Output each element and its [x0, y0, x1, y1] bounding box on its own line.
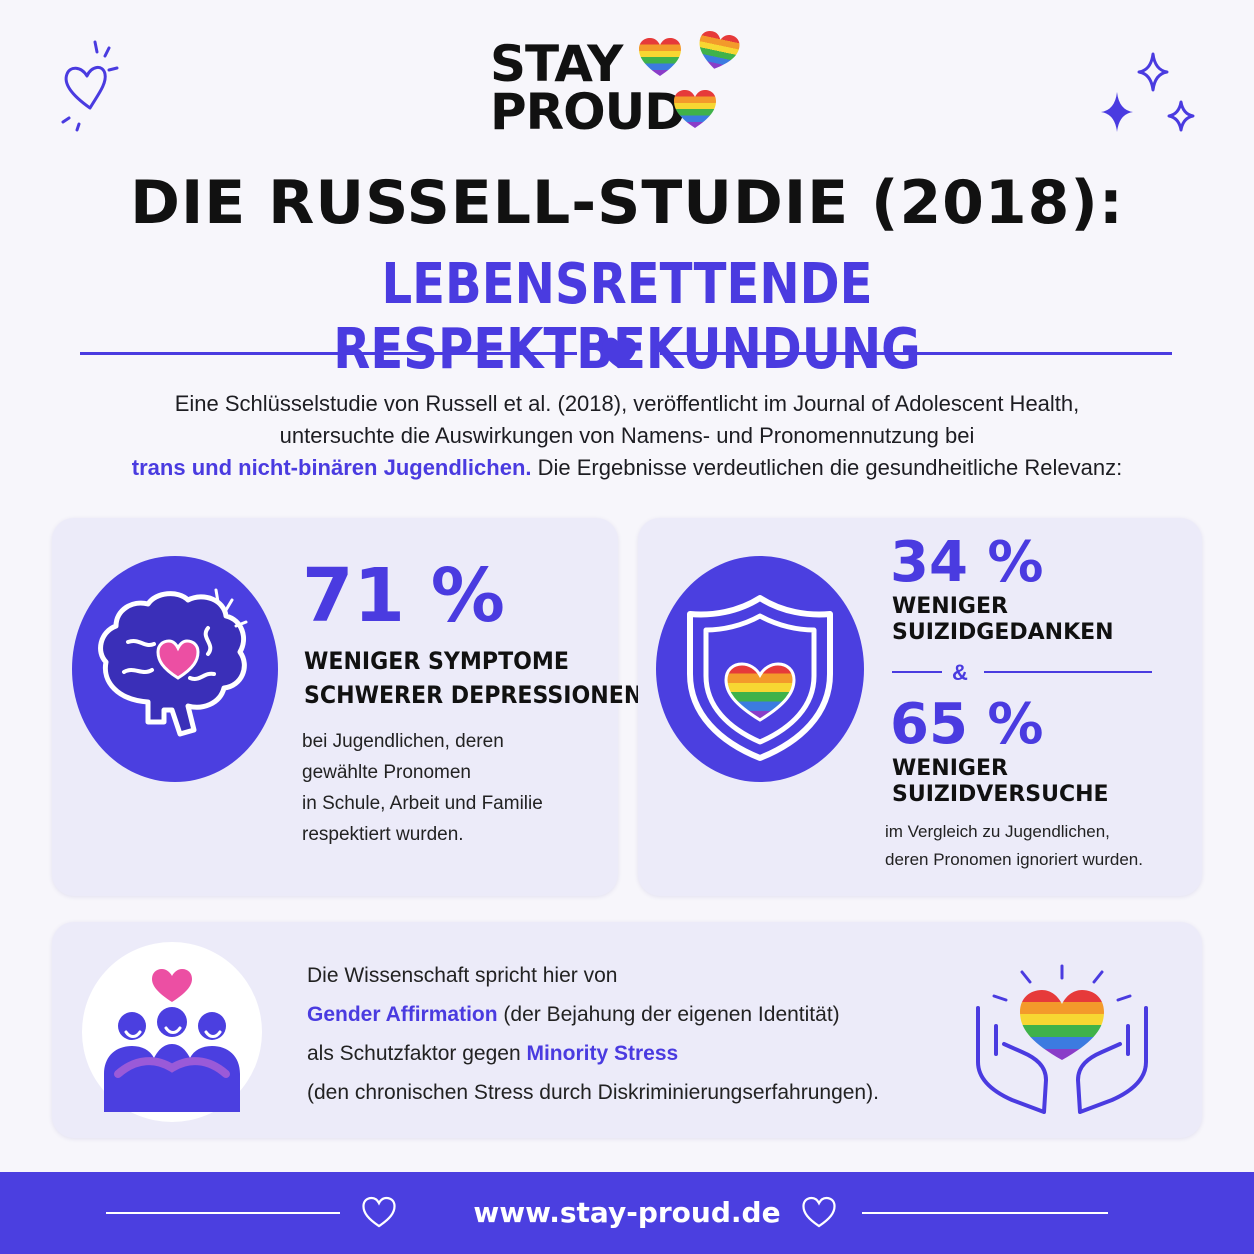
logo-stay: STAY: [490, 35, 623, 93]
percent-71: 71 %: [302, 553, 505, 639]
suicide-attempts-label-a: WENIGER: [892, 756, 1008, 781]
footer-url[interactable]: www.stay-proud.de: [473, 1196, 781, 1229]
rainbow-heart-icon: [699, 30, 740, 69]
intro-text: Eine Schlüsselstudie von Russell et al. …: [131, 391, 1123, 480]
affirmation-text: Die Wissenschaft spricht hier von Gender…: [307, 964, 879, 1104]
rainbow-heart-icon: [639, 38, 681, 76]
footer-line-right: [862, 1212, 1108, 1214]
divider-right: [660, 352, 1172, 355]
brain-heart-icon: [98, 588, 248, 737]
amp-line-right: [984, 671, 1152, 673]
heart-outline-icon: [362, 1196, 396, 1228]
intro-highlight: trans und nicht-binären Jugendlichen.: [131, 455, 532, 480]
logo-proud: PROUD: [490, 83, 686, 141]
heart-outline-icon: [802, 1196, 836, 1228]
percent-65: 65 %: [890, 692, 1044, 757]
hands-rainbow-heart-icon: [976, 964, 1148, 1114]
sparkles-icon: [1101, 52, 1195, 132]
rainbow-heart-icon: [674, 90, 716, 128]
depression-heading-1: WENIGER SYMPTOME: [304, 647, 569, 675]
title-line-1: DIE RUSSELL-STUDIE (2018):: [130, 168, 1124, 238]
suicide-body: im Vergleich zu Jugendlichen, deren Pron…: [885, 822, 1143, 869]
depression-heading-2: SCHWERER DEPRESSIONEN: [304, 681, 643, 709]
divider-left: [80, 352, 577, 355]
depression-body: bei Jugendlichen, deren gewählte Pronome…: [302, 731, 543, 845]
term-minority-stress: Minority Stress: [526, 1042, 679, 1065]
shield-rainbow-heart-icon: [687, 595, 833, 761]
suicide-thoughts-label-a: WENIGER: [892, 594, 1008, 619]
term-gender-affirmation: Gender Affirmation: [307, 1003, 498, 1026]
group-heart-icon: [104, 969, 240, 1112]
heart-icon: [602, 337, 636, 369]
amp-line-left: [892, 671, 942, 673]
suicide-thoughts-label-b: SUIZIDGEDANKEN: [892, 620, 1114, 645]
ampersand: &: [952, 660, 968, 685]
footer-line-left: [106, 1212, 340, 1214]
percent-34: 34 %: [890, 530, 1044, 595]
doodle-heart-icon: [61, 40, 119, 132]
suicide-attempts-label-b: SUIZIDVERSUCHE: [892, 782, 1109, 807]
